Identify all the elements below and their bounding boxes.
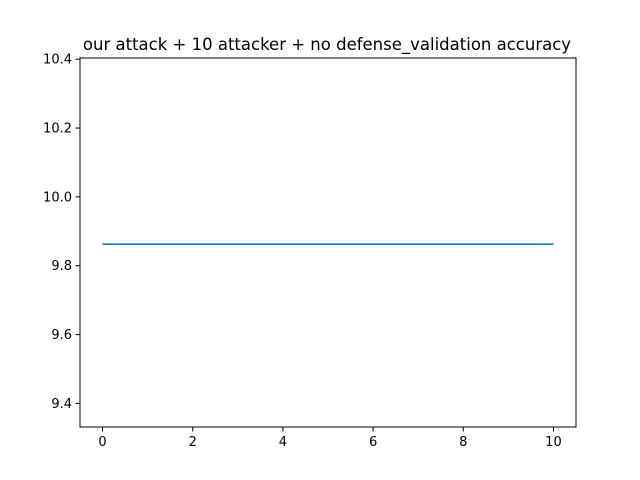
x-tick-label: 8 bbox=[459, 435, 467, 450]
y-tick-label: 10.2 bbox=[43, 122, 72, 137]
y-tick-label: 10.4 bbox=[43, 53, 72, 68]
x-tick-label: 2 bbox=[189, 435, 197, 450]
x-tick-label: 10 bbox=[545, 435, 562, 450]
x-axis: 0 2 4 6 8 10 bbox=[98, 427, 562, 450]
y-tick-label: 9.6 bbox=[51, 328, 72, 343]
y-axis: 9.4 9.6 9.8 10.0 10.2 10.4 bbox=[43, 53, 80, 412]
y-tick-label: 9.4 bbox=[51, 397, 72, 412]
y-tick-label: 9.8 bbox=[51, 259, 72, 274]
x-tick-label: 6 bbox=[369, 435, 377, 450]
x-tick-label: 0 bbox=[98, 435, 106, 450]
y-tick-label: 10.0 bbox=[43, 190, 72, 205]
chart-title: our attack + 10 attacker + no defense_va… bbox=[83, 35, 571, 55]
x-tick-label: 4 bbox=[279, 435, 287, 450]
plot-area-frame bbox=[79, 57, 577, 428]
